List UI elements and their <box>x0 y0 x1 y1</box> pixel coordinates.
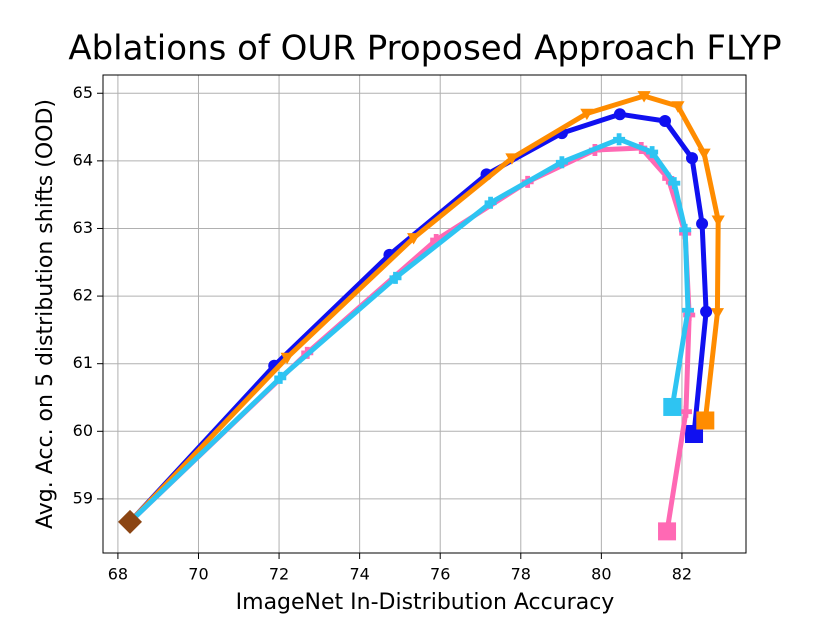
point-marker <box>613 133 626 146</box>
point-marker <box>679 223 692 236</box>
x-axis-label: ImageNet In-Distribution Accuracy <box>236 590 615 615</box>
end-marker <box>685 425 704 444</box>
point-marker <box>711 215 725 227</box>
point-marker <box>407 233 421 245</box>
point-marker <box>659 114 672 127</box>
series-line <box>128 145 692 532</box>
start-marker <box>117 509 142 534</box>
point-marker <box>484 196 497 209</box>
end-marker <box>658 522 677 541</box>
point-marker <box>637 91 651 103</box>
y-tick-label: 61 <box>73 353 93 372</box>
x-tick-label: 78 <box>511 565 531 584</box>
point-marker <box>505 153 519 165</box>
point-marker <box>646 146 659 159</box>
y-axis-label: Avg. Acc. on 5 distribution shifts (OOD) <box>33 99 58 529</box>
y-tick-label: 65 <box>73 83 93 102</box>
x-tick-label: 70 <box>188 565 208 584</box>
series-line <box>128 111 709 524</box>
x-tick-label: 82 <box>672 565 692 584</box>
y-tick-label: 64 <box>73 150 93 169</box>
point-marker <box>668 177 681 190</box>
point-marker <box>613 108 626 121</box>
end-marker <box>663 397 682 416</box>
point-marker <box>389 271 402 284</box>
point-marker <box>671 101 685 113</box>
series-line <box>128 136 691 524</box>
point-marker <box>710 308 724 320</box>
y-tick-label: 60 <box>73 421 93 440</box>
point-marker <box>555 156 568 169</box>
point-marker <box>430 233 443 246</box>
x-tick-label: 76 <box>430 565 450 584</box>
x-tick-label: 68 <box>108 565 128 584</box>
point-marker <box>280 352 294 365</box>
x-tick-label: 80 <box>591 565 611 584</box>
y-tick-label: 59 <box>73 488 93 507</box>
point-marker <box>679 405 692 418</box>
point-marker <box>696 217 709 230</box>
point-marker <box>697 148 711 161</box>
point-marker <box>686 152 699 165</box>
x-tick-label: 74 <box>349 565 369 584</box>
end-marker <box>696 411 715 430</box>
chart-title: Ablations of OUR Proposed Approach FLYP <box>68 29 781 69</box>
series-line <box>128 93 721 524</box>
y-tick-label: 63 <box>73 218 93 237</box>
plot-frame <box>102 74 747 554</box>
point-marker <box>274 371 287 384</box>
point-marker <box>681 304 694 317</box>
y-tick-label: 62 <box>73 286 93 305</box>
x-tick-label: 72 <box>269 565 289 584</box>
point-marker <box>700 305 713 318</box>
point-marker <box>580 108 594 121</box>
